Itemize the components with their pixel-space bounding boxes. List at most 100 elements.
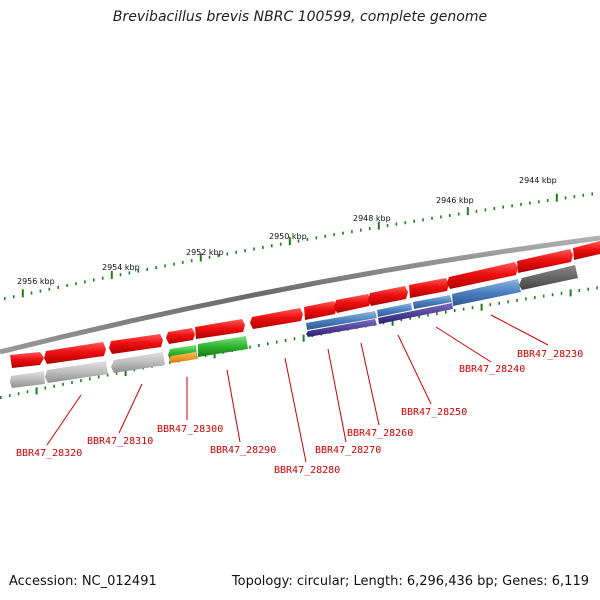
gene-arrow[interactable] [109,334,163,354]
gene-arrow[interactable] [195,319,245,339]
gene-arrow[interactable] [45,361,108,383]
minor-tick [253,247,255,251]
minor-tick [89,377,91,381]
gene-label[interactable]: BBR47_28230 [517,349,583,360]
gene-arrow[interactable] [573,241,600,260]
genome-backbone [0,235,600,355]
minor-tick [440,215,442,219]
gene-arrow[interactable] [452,279,521,306]
minor-tick [80,379,82,383]
gene-label[interactable]: BBR47_28320 [16,448,82,459]
gene-label[interactable]: BBR47_28270 [315,445,381,456]
minor-tick [457,212,460,216]
major-tick [213,351,216,359]
minor-tick [538,200,540,204]
minor-tick [39,289,42,293]
gene-arrow[interactable] [304,301,337,320]
minor-tick [534,296,536,299]
minor-tick [587,287,589,291]
minor-tick [315,236,318,240]
gene-label[interactable]: BBR47_28300 [157,424,223,435]
major-tick [124,369,127,376]
gene-arrow[interactable] [10,371,45,388]
gene-label[interactable]: BBR47_28240 [459,364,525,375]
minor-tick [164,264,166,268]
minor-tick [262,245,264,249]
minor-tick [275,340,278,344]
gene-label[interactable]: BBR47_28290 [210,445,276,456]
gene-arrow[interactable] [409,278,449,298]
gene-label[interactable]: BBR47_28310 [87,436,153,447]
kbp-label: 2944 kbp [519,176,557,185]
minor-tick [573,195,576,199]
minor-tick [546,199,549,202]
minor-tick [395,222,398,226]
minor-tick [431,216,433,220]
minor-tick [53,384,55,388]
gene-arrow[interactable] [250,308,303,329]
minor-tick [520,202,522,206]
minor-tick [498,301,500,305]
minor-tick [57,285,59,289]
major-tick [110,270,113,279]
gene-label[interactable]: BBR47_28280 [274,465,340,476]
gene-arrow[interactable] [378,303,453,324]
minor-tick [386,224,389,228]
minor-tick [351,230,353,234]
minor-tick [155,266,157,270]
minor-tick [333,233,335,237]
gene-arrow[interactable] [447,262,518,289]
major-tick [288,237,291,246]
gene-label[interactable]: BBR47_28250 [401,407,467,418]
minor-tick [427,313,429,317]
gene-arrow[interactable] [368,286,408,306]
minor-tick [493,207,496,210]
gene-arrow[interactable] [517,249,573,273]
minor-tick [462,307,465,311]
gene-arrow[interactable] [10,352,44,368]
gene-arrow[interactable] [413,295,452,309]
kbp-label: 2952 kbp [186,248,224,257]
major-tick [377,221,380,230]
gene-arrow[interactable] [44,342,106,364]
minor-tick [84,280,86,284]
minor-tick [564,196,567,200]
minor-tick [409,316,411,320]
minor-tick [146,267,148,271]
minor-tick [422,218,424,222]
minor-tick [128,271,131,275]
gene-arrow[interactable] [306,319,377,337]
gene-arrow[interactable] [166,328,195,344]
major-tick [555,193,558,202]
minor-tick [182,260,184,264]
leader-line [284,357,307,463]
major-tick [569,289,572,297]
gene-arrow[interactable] [306,311,377,330]
genome-summary-text: Topology: circular; Length: 6,296,436 bp… [231,574,589,589]
minor-tick [445,310,447,314]
minor-tick [258,344,260,347]
gene-arrow[interactable] [169,352,197,363]
major-tick [391,318,394,326]
major-tick [35,387,38,395]
gene-arrow[interactable] [198,336,248,357]
gene-arrow[interactable] [519,265,578,290]
gene-label[interactable]: BBR47_28260 [347,428,413,439]
minor-tick [71,381,73,384]
minor-tick [475,209,478,213]
minor-tick [404,221,407,225]
gene-label-leaders [46,314,549,463]
minor-tick [516,298,518,302]
kbp-label: 2956 kbp [17,277,55,286]
minor-tick [525,297,527,301]
minor-tick [62,382,64,386]
accession-text: Accession: NC_012491 [9,574,157,589]
gene-arrow[interactable] [334,294,371,313]
gene-arrow[interactable] [377,303,412,317]
minor-tick [529,201,531,205]
minor-tick [436,312,438,316]
minor-tick [297,239,300,243]
gene-arrow[interactable] [111,352,165,373]
minor-tick [267,342,269,346]
minor-tick [271,244,273,248]
